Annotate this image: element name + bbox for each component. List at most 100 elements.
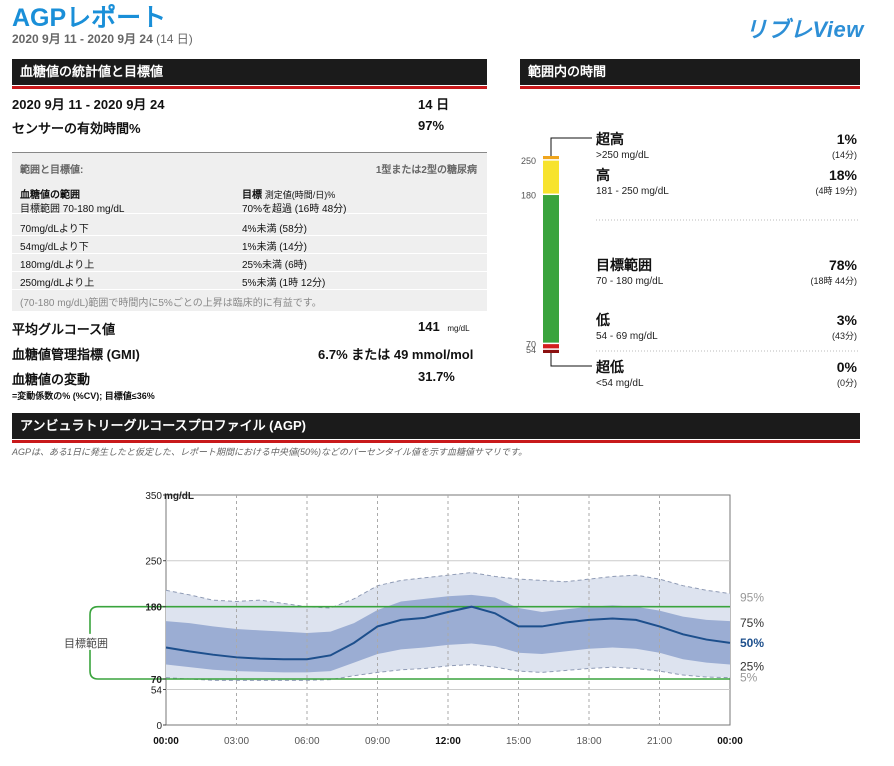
target-row-target: 5%未満 (1時 12分) [242,278,326,289]
tir-bar-segment [543,343,559,350]
report-date-range: 2020 9月 11 - 2020 9月 24 (14 日) [12,30,193,47]
avg-glucose-unit: mg/dL [447,324,470,333]
target-row-range: 180mg/dLより上 [20,260,95,271]
agp-ytick-label: 0 [156,721,162,732]
tir-bar-segment [543,156,559,160]
tir-heading-bar: 範囲内の時間 [520,59,860,89]
sensor-value: 97% [418,118,445,133]
agp-percentile-label: 50% [740,636,764,650]
agp-heading: アンビュラトリーグルコースプロファイル (AGP) [20,418,307,433]
period-value: 14 日 [418,97,450,112]
tir-heading: 範囲内の時間 [528,64,607,79]
agp-percentile-label: 5% [740,671,758,685]
tir-segment-range: <54 mg/dL [596,378,644,389]
cv-note: =変動係数の% (%CV); 目標値≤36% [12,391,155,401]
agp-percentile-label: 95% [740,591,764,605]
tir-segment-time: (0分) [837,378,857,388]
stats-heading-bar: 血糖値の統計値と目標値 [12,59,487,89]
stats-heading: 血糖値の統計値と目標値 [20,64,164,79]
date-range-text: 2020 9月 11 - 2020 9月 24 [12,32,153,46]
target-row-target: 4%未満 (58分) [242,224,308,235]
tir-segment-name: 高 [596,167,610,183]
targets-col2-header-wrap: 目標 測定値(時間/日)% [242,186,335,201]
targets-col2-header: 目標 [242,190,262,201]
period-label: 2020 9月 11 - 2020 9月 24 [12,97,165,112]
avg-glucose-label: 平均グルコース値 [12,322,116,337]
tir-segment-time: (43分) [832,331,857,341]
target-row-target: 25%未満 (6時) [242,260,308,271]
target-row: 250mg/dLより上 5%未満 (1時 12分) [12,271,487,290]
agp-heading-bar: アンビュラトリーグルコースプロファイル (AGP) [12,413,860,443]
agp-xtick-label: 12:00 [435,736,461,747]
agp-xtick-label: 21:00 [647,736,672,747]
agp-xtick-label: 15:00 [506,736,531,747]
libreview-logo: リブレView [745,17,864,42]
tir-segment-pct: 18% [829,167,858,183]
agp-line-50 [165,605,731,661]
tir-bar-segment [543,159,559,195]
agp-xtick-label: 00:00 [717,736,743,747]
agp-xtick-label: 03:00 [224,736,249,747]
tir-axis-label: 54 [526,345,536,355]
cv-label: 血糖値の変動 [12,372,91,387]
agp-xtick-label: 09:00 [365,736,390,747]
target-row: 54mg/dLより下 1%未満 (14分) [12,235,487,254]
target-row-range: 70mg/dLより下 [20,224,89,235]
sensor-label: センサーの有効時間% [12,121,141,136]
targets-col2-sub: 測定値(時間/日)% [264,190,336,200]
tir-axis-label: 250 [521,156,536,166]
gmi-label: 血糖値管理指標 (GMI) [12,347,140,362]
target-row-range: 目標範囲 70-180 mg/dL [20,204,125,215]
tir-segment-time: (14分) [832,150,857,160]
tir-segment-pct: 3% [837,312,858,328]
tir-segment-range: 54 - 69 mg/dL [596,331,658,342]
tir-segment-pct: 1% [837,131,858,147]
tir-segment-time: (4時 19分) [815,186,857,196]
tir-axis-label: 180 [521,190,536,200]
tir-leader-very-low [550,353,592,367]
stats-heading-accent [12,86,487,89]
cv-value: 31.7% [418,369,455,384]
agp-description: AGPは、ある1日に発生したと仮定した、レポート期間における中央値(50%)など… [12,447,528,457]
report-title: AGPレポート [12,4,167,32]
agp-ytick-label: 54 [151,686,163,697]
agp-target-label-bg [63,633,117,650]
agp-ytick-label: 180 [145,603,162,614]
tir-bar-segment [543,349,559,353]
agp-ytick-label: 350 [145,491,162,502]
target-row-target: 70%を超過 (16時 48分) [242,204,347,215]
tir-segment-name: 超低 [595,359,624,375]
agp-xtick-label: 18:00 [576,736,601,747]
tir-segment-name: 超高 [595,131,624,147]
agp-xtick-label: 06:00 [294,736,319,747]
agp-xtick-label: 00:00 [153,736,179,747]
targets-box: 範囲と目標値: 1型または2型の糖尿病 血糖値の範囲 目標 測定値(時間/日)%… [12,152,487,311]
targets-note: (70-180 mg/dL)範囲で時間内に5%ごとの上昇は臨床的に有益です。 [20,298,322,309]
tir-segment-name: 目標範囲 [596,257,652,273]
tir-segment-name: 低 [595,312,610,328]
agp-heading-accent [12,440,860,443]
target-row-target: 1%未満 (14分) [242,242,308,253]
agp-target-label: 目標範囲 [64,636,108,650]
tir-segment-pct: 0% [837,359,858,375]
gmi-value: 6.7% または 49 mmol/mol [318,347,474,362]
target-row-range: 250mg/dLより上 [20,278,95,289]
targets-type: 1型または2型の糖尿病 [375,165,477,176]
agp-unit-label: mg/dL [164,491,194,502]
target-row: 70mg/dLより下 4%未満 (58分) [12,217,487,236]
tir-bar-segment [543,194,559,344]
tir-axis-label: 70 [526,339,536,349]
tir-segment-range: 181 - 250 mg/dL [596,186,669,197]
avg-glucose-value: 141 [418,319,440,334]
targets-title: 範囲と目標値: [20,165,84,176]
agp-percentile-label: 25% [740,660,764,674]
tir-segment-time: (18時 44分) [810,276,857,286]
target-row: 180mg/dLより上 25%未満 (6時) [12,253,487,272]
tir-segment-pct: 78% [829,257,858,273]
tir-segment-range: 70 - 180 mg/dL [596,276,664,287]
targets-note-row: (70-180 mg/dL)範囲で時間内に5%ごとの上昇は臨床的に有益です。 [12,291,487,309]
tir-heading-accent [520,86,860,89]
agp-ytick-label: 70 [151,675,163,686]
